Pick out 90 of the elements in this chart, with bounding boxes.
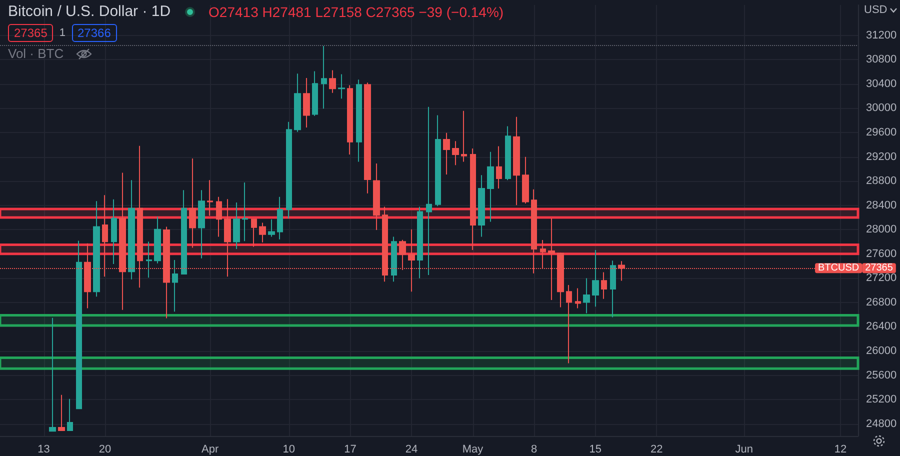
y-tick-label: 25200 — [866, 394, 897, 406]
y-tick-label: 31200 — [866, 29, 897, 42]
candlestick — [198, 190, 205, 259]
annotation: O27413 H27481 L27158 C27365 −39 (−0.14%) — [208, 4, 504, 20]
candlestick — [312, 70, 318, 116]
candlestick — [259, 222, 266, 243]
x-tick-label: 20 — [98, 444, 112, 456]
x-tick-label: Apr — [202, 444, 220, 456]
candlestick — [478, 174, 485, 238]
candlestick — [93, 200, 100, 298]
candlestick — [522, 156, 529, 204]
chart-title: Bitcoin / U.S. Dollar · 1D — [8, 3, 171, 20]
annotation: 1 — [59, 27, 66, 39]
y-tick-label: 27600 — [866, 248, 897, 260]
x-tick-label: 22 — [650, 444, 663, 456]
candlestick — [338, 74, 345, 100]
y-tick-label: 25600 — [866, 369, 897, 382]
candlestick — [347, 84, 353, 156]
candlestick — [233, 202, 240, 250]
y-tick-label: 24800 — [866, 418, 897, 430]
y-tick-label: 28400 — [866, 199, 897, 212]
candlestick — [181, 190, 187, 275]
candlestick — [513, 116, 520, 206]
candlestick — [417, 206, 423, 279]
candlestick — [496, 146, 502, 189]
candlestick — [146, 241, 152, 278]
x-tick-label: 10 — [282, 444, 296, 456]
candlestick — [566, 284, 572, 364]
candlestick — [505, 126, 511, 181]
y-tick-label: 30400 — [866, 78, 897, 90]
candlestick — [294, 73, 301, 132]
y-tick-label: 26000 — [866, 345, 897, 358]
candlestick — [610, 260, 616, 318]
y-tick-label: 29600 — [866, 126, 897, 138]
candlestick — [58, 394, 65, 432]
candlestick — [443, 132, 450, 175]
candlestick — [470, 148, 476, 250]
candlestick — [487, 151, 494, 222]
y-tick-label: 26800 — [866, 296, 897, 308]
candlestick — [452, 140, 459, 166]
x-tick-label: Jun — [735, 444, 754, 456]
candlestick — [128, 180, 135, 280]
candlestick — [251, 218, 257, 248]
x-tick-label: May — [462, 444, 484, 456]
x-tick-label: 13 — [38, 444, 50, 456]
y-tick-label: 28000 — [866, 224, 897, 236]
candlestick — [67, 398, 73, 432]
candlestick — [154, 216, 161, 264]
candlestick — [321, 46, 327, 110]
y-tick-label: 28800 — [866, 175, 897, 188]
candlestick — [391, 236, 397, 282]
candlestick — [461, 110, 467, 162]
ref-line-label: BTCUSD — [818, 262, 860, 274]
x-tick-label: 15 — [589, 444, 602, 456]
x-tick-label: 12 — [834, 444, 847, 456]
candlestick — [49, 317, 56, 432]
candlestick — [364, 82, 371, 194]
x-tick-label: 17 — [344, 444, 356, 456]
candlestick — [356, 79, 362, 162]
y-tick-label: 27200 — [866, 272, 897, 284]
candlestick — [583, 278, 590, 314]
y-axis-title: USD — [864, 4, 888, 16]
candlestick — [268, 218, 275, 238]
candlestick — [303, 77, 310, 128]
candlestick — [435, 114, 441, 207]
annotation: Vol · BTC — [8, 46, 64, 61]
candlestick — [172, 260, 178, 312]
candlestick — [373, 163, 380, 231]
annotation: 27366 — [72, 24, 117, 42]
x-tick-label: 24 — [405, 444, 418, 456]
x-tick-label: 8 — [531, 444, 538, 456]
candlestick — [426, 106, 432, 276]
candlestick — [207, 180, 213, 216]
candlestick — [216, 196, 222, 238]
candlestick — [286, 121, 292, 219]
candlestick — [242, 182, 248, 242]
candlestick — [601, 272, 607, 300]
y-tick-label: 29200 — [866, 150, 897, 163]
candlestick — [575, 288, 581, 309]
candlestick — [592, 250, 599, 308]
y-tick-label: 30800 — [866, 54, 897, 66]
annotation: 27365 — [8, 24, 54, 42]
y-tick-label: 26400 — [866, 320, 897, 333]
y-tick-label: 30000 — [866, 102, 897, 114]
candlestick — [76, 240, 82, 410]
text: 27365 — [865, 262, 893, 274]
candlestick — [189, 158, 196, 248]
candlestick — [277, 196, 283, 240]
candlestick — [111, 198, 117, 265]
candlestick — [329, 70, 336, 94]
